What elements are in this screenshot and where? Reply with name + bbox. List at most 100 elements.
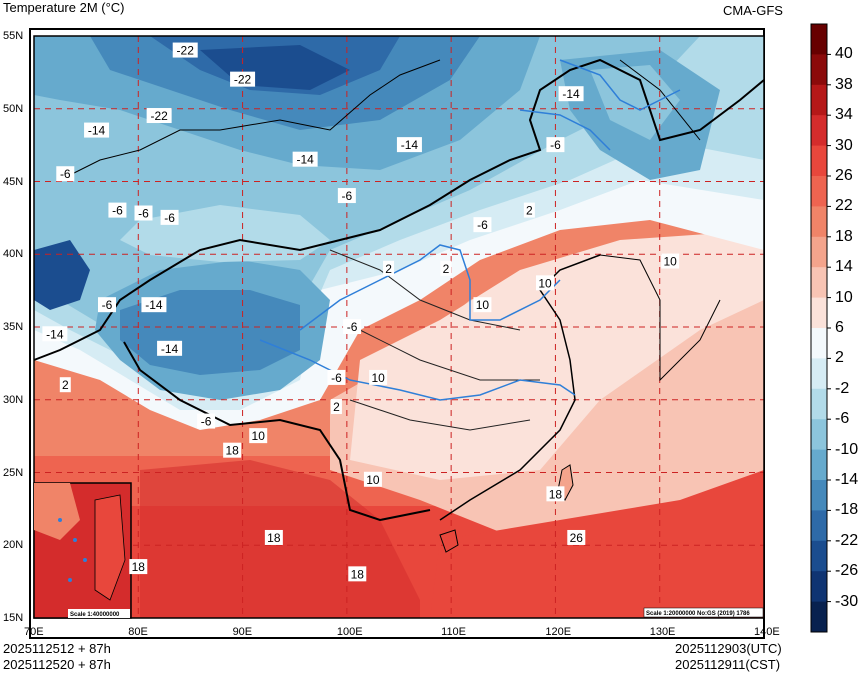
svg-text:18: 18 xyxy=(225,444,239,458)
svg-text:18: 18 xyxy=(351,567,365,581)
lat-tick-label: 20N xyxy=(3,539,24,552)
svg-text:-14: -14 xyxy=(46,327,64,341)
svg-text:18: 18 xyxy=(267,531,281,545)
svg-text:10: 10 xyxy=(371,371,385,385)
contour-label: 10 xyxy=(473,297,492,313)
svg-text:26: 26 xyxy=(570,531,584,545)
contour-label: -14 xyxy=(141,297,167,313)
map-scale-note: Scale 1:20000000 No:GS (2019) 1786 xyxy=(646,611,750,617)
svg-text:-6: -6 xyxy=(138,207,149,221)
svg-text:-22: -22 xyxy=(234,73,252,87)
contour-label: -22 xyxy=(230,71,256,87)
lon-tick-label: 140E xyxy=(754,626,780,638)
lat-tick-label: 40N xyxy=(3,248,24,261)
svg-text:-6: -6 xyxy=(347,320,358,334)
contour-label: -6 xyxy=(337,188,356,204)
inset-scale: Scale 1:40000000 xyxy=(70,612,120,618)
contour-label: -14 xyxy=(42,326,68,342)
colorbar-label: 26 xyxy=(835,167,853,184)
svg-text:2: 2 xyxy=(443,262,450,276)
lon-tick-label: 120E xyxy=(545,626,572,638)
contour-label: 2 xyxy=(383,260,395,276)
colorbar-label: 6 xyxy=(835,319,844,336)
colorbar-label: -6 xyxy=(835,410,850,428)
svg-text:2: 2 xyxy=(333,400,340,414)
svg-text:-6: -6 xyxy=(102,298,113,312)
svg-text:-14: -14 xyxy=(145,298,163,312)
contour-label: 18 xyxy=(129,559,148,575)
svg-text:-6: -6 xyxy=(201,415,212,429)
init-time-utc: 2025112512 + 87h xyxy=(3,641,111,656)
colorbar-label: 14 xyxy=(835,258,853,276)
svg-text:10: 10 xyxy=(538,276,552,290)
svg-text:2: 2 xyxy=(385,262,392,276)
contour-label: -14 xyxy=(558,86,584,102)
lat-tick-label: 30N xyxy=(3,393,24,406)
contour-label: -6 xyxy=(546,137,565,153)
contour-label: 2 xyxy=(59,377,71,393)
contour-label: -14 xyxy=(84,122,110,138)
contour-label: 10 xyxy=(369,369,388,385)
contour-label: -6 xyxy=(56,166,75,182)
svg-text:-22: -22 xyxy=(177,44,195,58)
contour-label: 18 xyxy=(223,442,242,458)
svg-text:-6: -6 xyxy=(60,167,71,181)
contour-label: -6 xyxy=(327,369,346,385)
contour-label: -6 xyxy=(343,319,362,334)
svg-text:10: 10 xyxy=(366,473,380,487)
contour-label: 2 xyxy=(330,399,342,415)
init-time-cst: 2025112520 + 87h xyxy=(3,657,111,672)
contour-label: 18 xyxy=(264,529,283,545)
lat-tick-label: 15N xyxy=(3,612,24,624)
contour-label: -6 xyxy=(160,209,179,225)
svg-text:10: 10 xyxy=(252,429,266,443)
contour-label: -6 xyxy=(108,202,127,218)
lat-tick-label: 25N xyxy=(3,466,24,479)
svg-text:-6: -6 xyxy=(331,371,342,385)
colorbar-label: 10 xyxy=(835,288,853,306)
lon-tick-label: 130E xyxy=(649,626,676,638)
contour-label: -6 xyxy=(473,217,492,233)
colorbar-label: 2 xyxy=(835,349,844,367)
contour-label: -14 xyxy=(157,340,183,356)
svg-text:-14: -14 xyxy=(562,87,580,101)
contour-label: -6 xyxy=(98,297,116,313)
lon-tick-label: 100E xyxy=(336,626,363,638)
valid-time-cst: 2025112911(CST) xyxy=(675,657,781,672)
lon-tick-label: 80E xyxy=(128,626,148,638)
contour-label: 2 xyxy=(440,260,452,276)
colorbar-label: 34 xyxy=(835,106,853,124)
contour-label: -6 xyxy=(197,413,216,429)
colorbar-label: -10 xyxy=(835,440,859,458)
svg-text:-14: -14 xyxy=(161,342,179,356)
svg-text:-14: -14 xyxy=(88,124,106,138)
valid-time-utc: 2025112903(UTC) xyxy=(675,641,782,656)
svg-text:-6: -6 xyxy=(477,218,488,232)
colorbar-label: 22 xyxy=(835,197,853,215)
contour-labels: -22 -22 -22 -14 -14 -14 -14 -6 -6 -6 -6 -6 -6 -6 2 2 2 10… xyxy=(42,42,680,582)
contour-label: -22 xyxy=(146,108,172,124)
svg-text:18: 18 xyxy=(549,487,563,501)
contour-label: 10 xyxy=(661,253,680,269)
lon-tick-label: 90E xyxy=(232,626,253,638)
colorbar-label: -2 xyxy=(835,379,850,397)
svg-text:-6: -6 xyxy=(342,189,353,203)
lat-tick-label: 45N xyxy=(3,175,24,188)
svg-text:2: 2 xyxy=(62,378,69,392)
svg-text:18: 18 xyxy=(132,560,146,574)
contour-label: 26 xyxy=(567,529,586,545)
contour-label: -6 xyxy=(134,205,153,221)
colorbar-label: 30 xyxy=(835,136,853,154)
contour-label: 18 xyxy=(546,486,565,502)
svg-text:-14: -14 xyxy=(296,153,314,167)
svg-text:2: 2 xyxy=(526,204,533,218)
contour-label: 2 xyxy=(523,202,535,218)
contour-label: 10 xyxy=(249,428,268,444)
model-name: CMA-GFS xyxy=(723,3,783,18)
colorbar-label: -30 xyxy=(835,592,859,610)
lat-tick-label: 55N xyxy=(3,30,24,42)
svg-text:-6: -6 xyxy=(112,204,123,218)
lat-tick-label: 35N xyxy=(3,321,24,333)
hainan-island xyxy=(439,529,459,553)
